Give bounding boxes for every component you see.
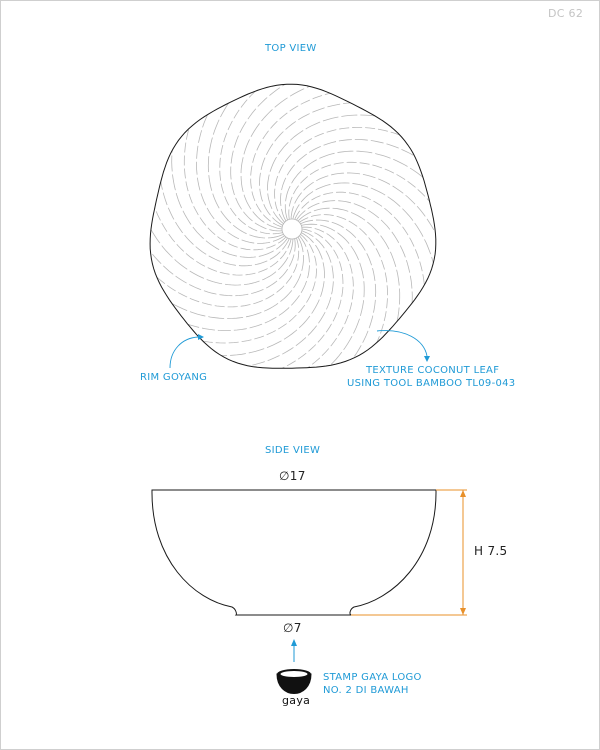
texture-stroke bbox=[183, 96, 287, 251]
texture-stroke bbox=[158, 137, 290, 267]
top-view-title: TOP VIEW bbox=[265, 43, 317, 54]
height-arrow-top bbox=[460, 490, 466, 497]
texture-stroke bbox=[250, 89, 371, 228]
texture-stroke bbox=[150, 163, 292, 276]
gaya-logo bbox=[276, 669, 312, 694]
texture-stroke bbox=[296, 200, 413, 343]
texture-label-line2: USING TOOL BAMBOO TL09-043 bbox=[347, 378, 516, 389]
base-diameter-label: ∅7 bbox=[283, 621, 302, 635]
texture-stroke bbox=[290, 172, 436, 267]
texture-stroke bbox=[230, 84, 316, 232]
gaya-logo-text: gaya bbox=[282, 694, 311, 707]
top-diameter-label: ∅17 bbox=[279, 469, 306, 483]
stamp-callout-arrowhead bbox=[291, 639, 297, 646]
texture-stroke bbox=[267, 114, 416, 225]
texture-stroke bbox=[189, 232, 325, 356]
texture-label-line1: TEXTURE COCONUT LEAF bbox=[366, 365, 500, 376]
stamp-label-line2: NO. 2 DI BAWAH bbox=[323, 685, 409, 696]
texture-stroke bbox=[274, 127, 433, 223]
texture-stroke bbox=[150, 220, 296, 297]
height-label: H 7.5 bbox=[474, 544, 508, 558]
texture-stroke bbox=[300, 219, 377, 369]
texture-callout-arrowhead bbox=[424, 356, 430, 362]
texture-stroke bbox=[196, 84, 285, 244]
texture-stroke bbox=[240, 84, 344, 230]
rim-goyang-label: RIM GOYANG bbox=[140, 372, 208, 383]
height-arrow-bottom bbox=[460, 608, 466, 615]
texture-stroke bbox=[298, 223, 365, 369]
side-view-title: SIDE VIEW bbox=[265, 445, 321, 456]
texture-stroke bbox=[268, 226, 354, 369]
texture-stroke bbox=[297, 207, 401, 362]
texture-stroke bbox=[219, 84, 286, 235]
top-view bbox=[149, 83, 437, 369]
texture-stroke bbox=[207, 84, 284, 239]
bowl-side-profile bbox=[151, 489, 437, 616]
texture-stroke bbox=[150, 191, 294, 286]
texture-stroke bbox=[292, 182, 436, 295]
bowl-rim-outline bbox=[149, 83, 437, 369]
coconut-leaf-texture bbox=[150, 84, 436, 369]
texture-stroke bbox=[213, 230, 334, 369]
texture-stroke bbox=[151, 235, 310, 331]
texture-callout-arrow bbox=[376, 330, 428, 357]
texture-stroke bbox=[171, 115, 288, 258]
texture-stroke bbox=[280, 139, 436, 222]
texture-stroke bbox=[294, 191, 426, 321]
texture-stroke bbox=[284, 150, 436, 221]
sheet-code: DC 62 bbox=[548, 7, 584, 20]
texture-stroke bbox=[150, 236, 304, 319]
texture-stroke bbox=[259, 102, 395, 226]
rim-callout-arrow bbox=[169, 336, 199, 369]
rim-callout-arrowhead bbox=[198, 334, 204, 340]
texture-stroke bbox=[168, 233, 317, 344]
texture-stroke bbox=[240, 228, 344, 369]
side-view bbox=[151, 489, 467, 694]
texture-center bbox=[281, 218, 303, 240]
texture-stroke bbox=[299, 214, 388, 369]
texture-stroke bbox=[150, 237, 300, 308]
texture-stroke bbox=[288, 161, 436, 238]
stamp-label-line1: STAMP GAYA LOGO bbox=[323, 672, 422, 683]
